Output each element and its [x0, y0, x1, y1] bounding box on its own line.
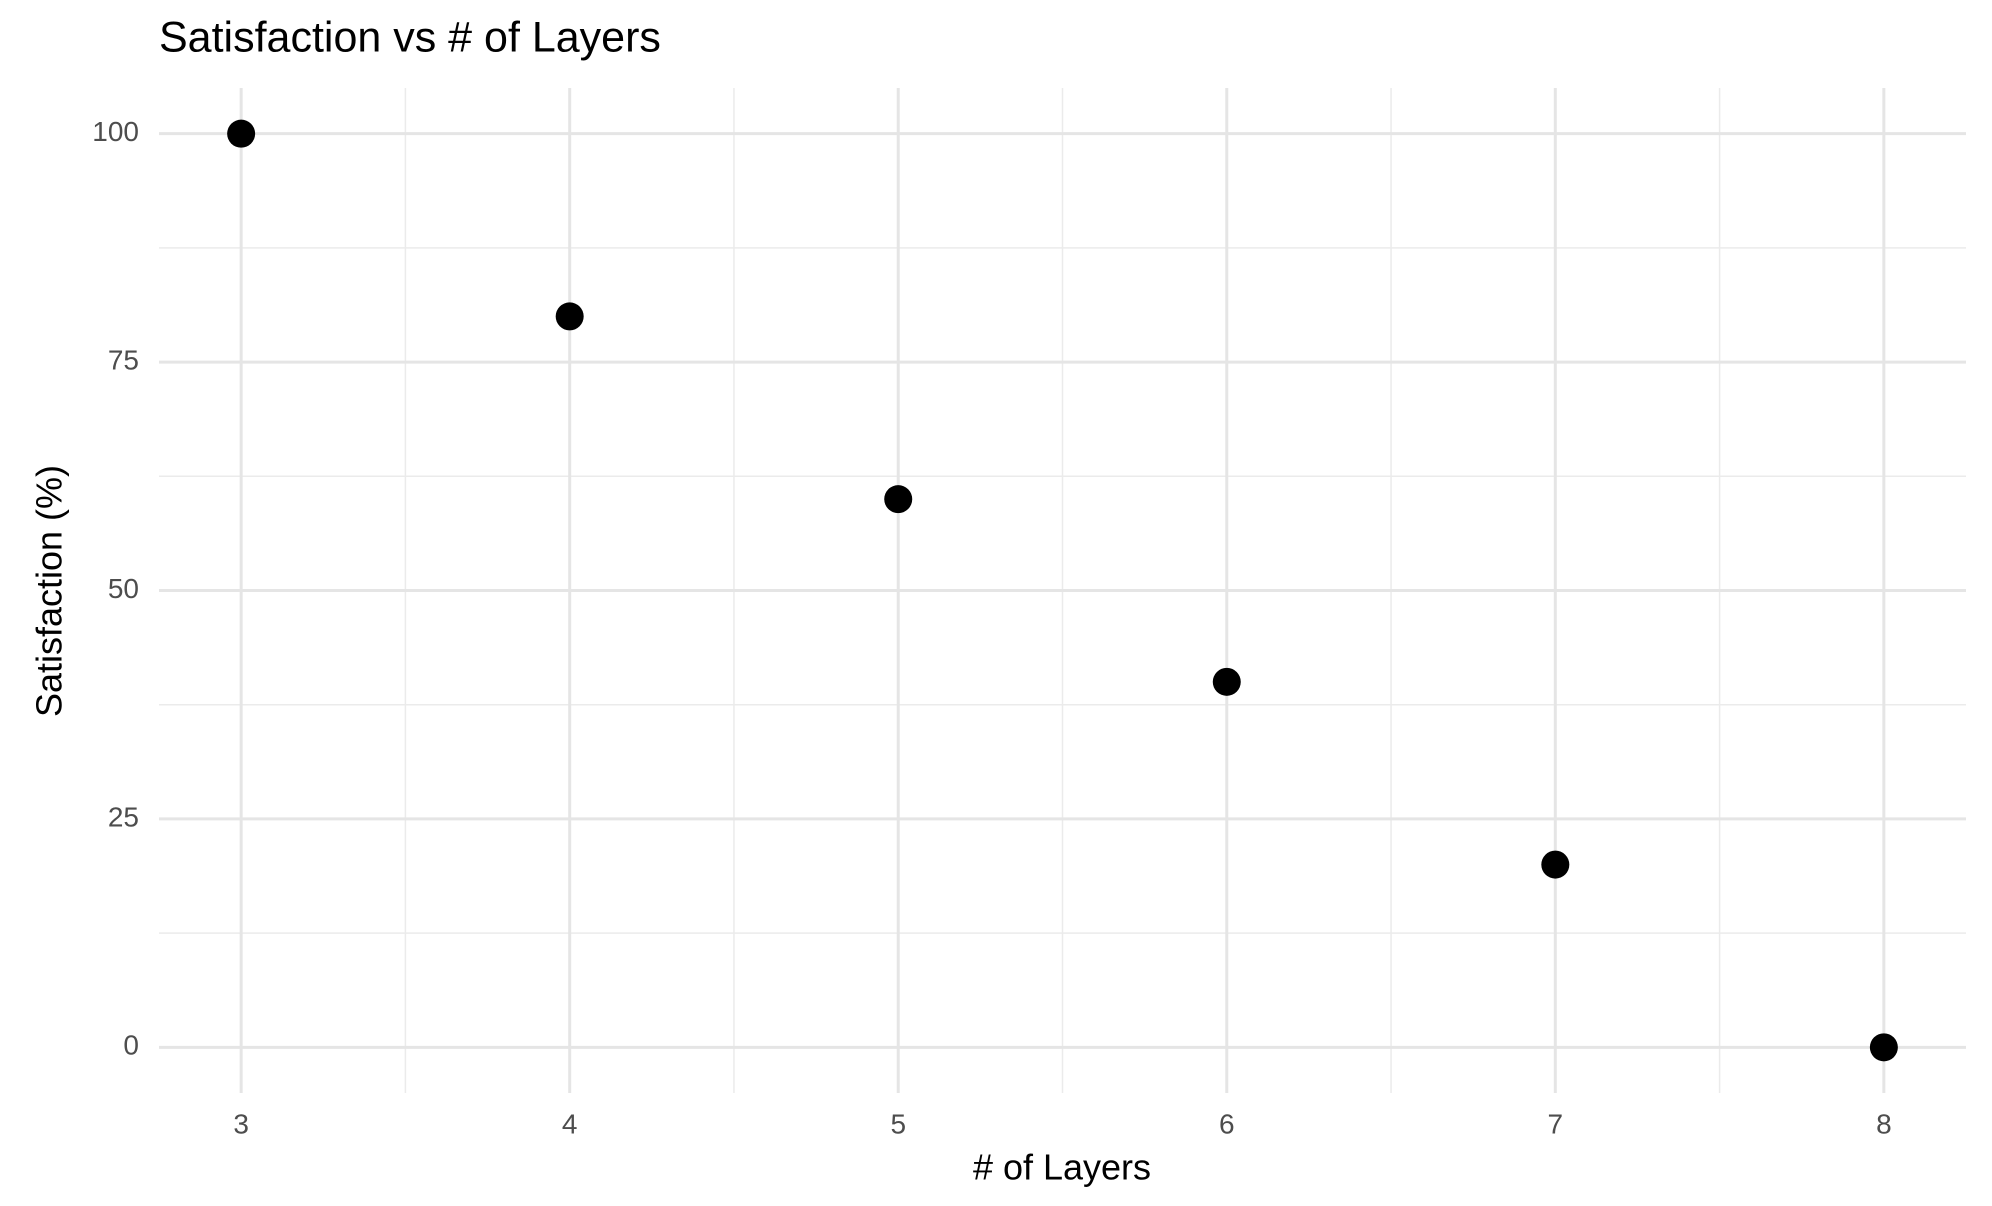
y-tick-label: 50: [108, 573, 139, 604]
y-tick-label: 0: [123, 1030, 139, 1061]
x-tick-label: 6: [1219, 1108, 1235, 1139]
point: [555, 302, 584, 331]
x-tick-label: 5: [890, 1108, 906, 1139]
point: [227, 119, 256, 148]
y-tick-label: 100: [92, 116, 139, 147]
chart-title: Satisfaction vs # of Layers: [159, 13, 661, 61]
x-axis-title: # of Layers: [973, 1147, 1151, 1188]
x-tick-label: 7: [1548, 1108, 1564, 1139]
grid: [159, 88, 1966, 1093]
y-tick-label: 25: [108, 801, 139, 832]
point: [1212, 667, 1241, 696]
point: [1869, 1033, 1898, 1062]
y-tick-label: 75: [108, 344, 139, 375]
y-axis-title: Satisfaction (%): [29, 465, 70, 717]
x-tick-label: 4: [562, 1108, 578, 1139]
point: [884, 485, 913, 514]
point: [1541, 850, 1570, 879]
x-tick-label: 8: [1876, 1108, 1892, 1139]
x-tick-label: 3: [233, 1108, 249, 1139]
marks: [227, 119, 1898, 1062]
